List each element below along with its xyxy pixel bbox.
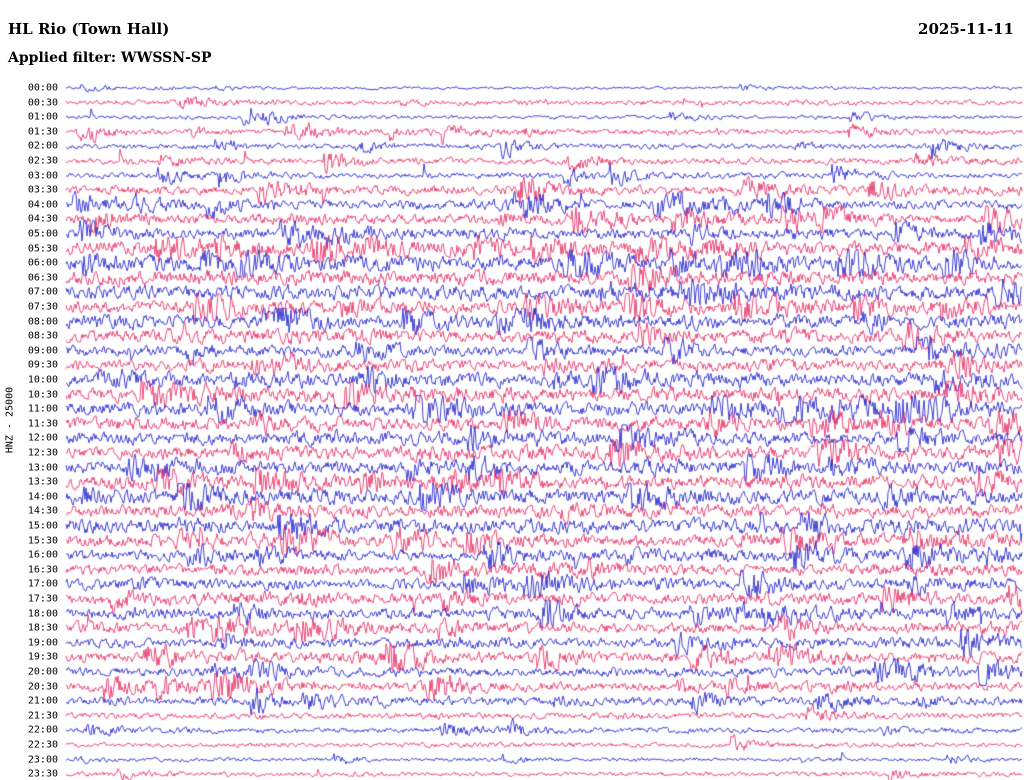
row-time-label: 06:30 xyxy=(27,272,58,284)
row-time-label: 12:30 xyxy=(27,447,58,459)
row-time-label: 16:30 xyxy=(27,564,58,576)
row-time-label: 09:00 xyxy=(27,345,58,357)
row-time-label: 15:30 xyxy=(27,535,58,547)
row-time-label: 08:30 xyxy=(27,330,58,342)
row-time-label: 00:00 xyxy=(27,82,58,94)
row-time-label: 03:00 xyxy=(27,170,58,182)
row-time-label: 02:30 xyxy=(27,155,58,167)
row-time-label: 16:00 xyxy=(27,549,58,561)
row-time-label: 15:00 xyxy=(27,520,58,532)
row-time-label: 22:00 xyxy=(27,724,58,736)
row-time-label: 10:30 xyxy=(27,389,58,401)
row-time-label: 04:30 xyxy=(27,213,58,225)
row-time-label: 02:00 xyxy=(27,140,58,152)
row-time-label: 21:00 xyxy=(27,695,58,707)
row-time-label: 17:30 xyxy=(27,593,58,605)
row-time-label: 20:30 xyxy=(27,681,58,693)
row-time-label: 06:00 xyxy=(27,257,58,269)
row-time-label: 23:00 xyxy=(27,754,58,766)
row-time-label: 23:30 xyxy=(27,768,58,780)
row-time-label: 11:30 xyxy=(27,418,58,430)
row-time-label: 19:00 xyxy=(27,637,58,649)
row-time-label: 20:00 xyxy=(27,666,58,678)
row-time-label: 09:30 xyxy=(27,359,58,371)
row-time-label: 07:00 xyxy=(27,286,58,298)
row-time-label: 14:30 xyxy=(27,505,58,517)
row-time-label: 11:00 xyxy=(27,403,58,415)
row-time-label: 01:30 xyxy=(27,126,58,138)
row-time-label: 18:00 xyxy=(27,608,58,620)
row-time-label: 10:00 xyxy=(27,374,58,386)
row-time-label: 04:00 xyxy=(27,199,58,211)
row-time-label: 12:00 xyxy=(27,432,58,444)
row-time-label: 19:30 xyxy=(27,651,58,663)
row-time-label: 01:00 xyxy=(27,111,58,123)
row-time-label: 17:00 xyxy=(27,578,58,590)
row-time-label: 03:30 xyxy=(27,184,58,196)
row-time-label: 21:30 xyxy=(27,710,58,722)
row-time-label: 18:30 xyxy=(27,622,58,634)
row-time-label: 05:30 xyxy=(27,243,58,255)
row-time-label: 07:30 xyxy=(27,301,58,313)
row-time-label: 05:00 xyxy=(27,228,58,240)
row-time-label: 00:30 xyxy=(27,97,58,109)
row-time-label: 22:30 xyxy=(27,739,58,751)
row-time-label: 13:30 xyxy=(27,476,58,488)
row-time-label: 08:00 xyxy=(27,316,58,328)
row-time-label: 14:00 xyxy=(27,491,58,503)
row-time-label: 13:00 xyxy=(27,462,58,474)
